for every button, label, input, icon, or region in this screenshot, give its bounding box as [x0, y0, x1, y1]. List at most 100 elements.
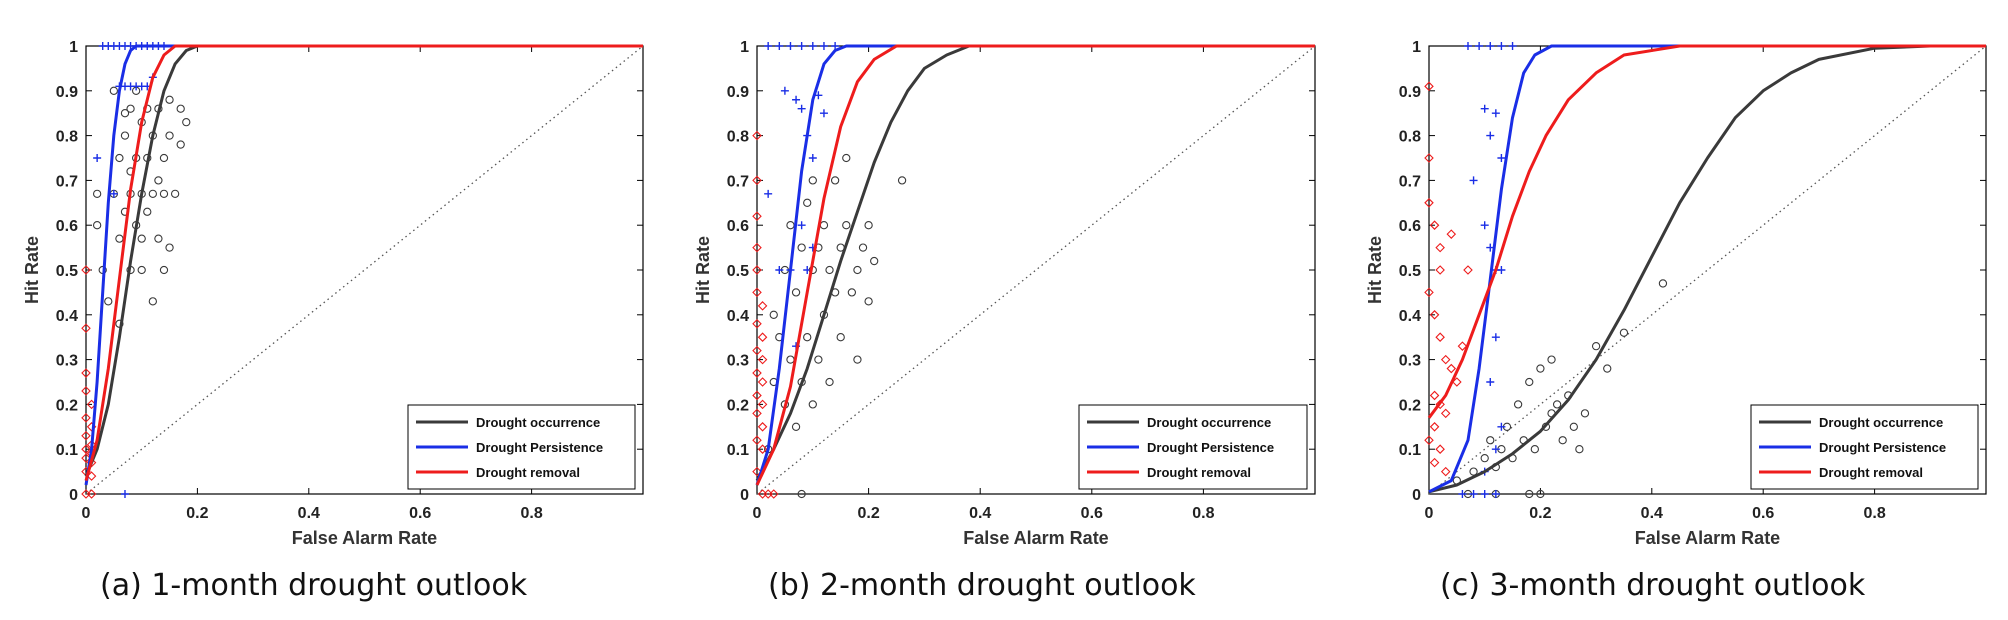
occurrence-point: [825, 265, 834, 275]
occurrence-point: [1530, 445, 1539, 454]
y-tick-label: 0.5: [56, 263, 78, 280]
occurrence-point: [814, 355, 823, 364]
persistence-point: [819, 109, 828, 118]
persistence-point: [780, 86, 789, 95]
legend: Drought occurrence Drought Persistence Dro…: [407, 404, 636, 490]
persistence-point: [93, 154, 102, 162]
occurrence-point: [853, 265, 862, 275]
removal-point: [768, 489, 779, 499]
occurrence-point: [858, 243, 868, 252]
x-axis-label: False Alarm Rate: [1635, 528, 1780, 548]
y-tick-label: 0.1: [727, 442, 749, 459]
occurrence-point: [165, 131, 174, 140]
persistence-point: [764, 189, 773, 198]
persistence-roc-curve: [84, 44, 643, 486]
removal-point: [757, 399, 768, 410]
caption-a: (a) 1-month drought outlook: [100, 568, 528, 603]
persistence-point: [1486, 131, 1495, 140]
occurrence-point: [791, 288, 801, 297]
y-tick-label: 0.2: [727, 397, 749, 414]
occurrence-point: [1619, 328, 1629, 337]
legend-label-persistence: Drought Persistence: [1819, 440, 1946, 455]
occurrence-point: [182, 118, 191, 127]
removal-point: [752, 466, 762, 477]
y-tick-label: 0.4: [1399, 308, 1421, 325]
removal-point: [1435, 265, 1445, 275]
y-tick-label: 0.9: [1399, 84, 1421, 101]
occurrence-point: [1603, 364, 1612, 373]
y-tick-label: 1: [69, 39, 78, 56]
occurrence-point: [165, 95, 174, 104]
x-tick-label: 0: [1425, 505, 1434, 522]
removal-point: [1429, 390, 1440, 401]
persistence-point: [1475, 42, 1484, 50]
removal-roc-curve: [1427, 44, 1986, 419]
y-axis-label: Hit Rate: [22, 236, 42, 304]
persistence-point: [1458, 490, 1467, 498]
persistence-roc-curve: [755, 44, 1315, 486]
persistence-point: [1491, 333, 1500, 342]
occurrence-point: [797, 489, 806, 499]
persistence-point: [786, 42, 795, 50]
y-tick-label: 0.7: [727, 173, 749, 190]
occurrence-point: [120, 109, 130, 118]
occurrence-point: [148, 297, 157, 306]
occurrence-point: [165, 243, 174, 252]
removal-point: [1440, 354, 1451, 365]
occurrence-point: [897, 176, 907, 185]
removal-point: [1435, 444, 1445, 454]
y-tick-label: 0.3: [727, 353, 749, 370]
legend: Drought occurrence Drought Persistence Dro…: [1750, 404, 1979, 490]
persistence-point: [1480, 221, 1489, 230]
y-tick-label: 0: [1412, 487, 1421, 504]
y-tick-label: 0.6: [1399, 218, 1421, 235]
occurrence-point: [1547, 355, 1556, 364]
removal-point: [81, 323, 91, 334]
no-skill-diagonal: [85, 45, 644, 495]
removal-point: [752, 211, 762, 222]
legend-label-persistence: Drought Persistence: [476, 440, 603, 455]
legend-label-occurrence: Drought occurrence: [1147, 415, 1271, 430]
persistence-point: [1491, 445, 1500, 454]
occurrence-point: [825, 377, 834, 387]
occurrence-point: [115, 153, 124, 163]
x-axis-label: False Alarm Rate: [963, 528, 1108, 548]
occurrence-point: [1486, 436, 1495, 445]
removal-point: [1435, 242, 1445, 253]
occurrence-roc-curve: [1428, 44, 1986, 494]
y-tick-label: 0.3: [56, 353, 78, 370]
occurrence-point: [769, 310, 778, 319]
removal-point: [757, 422, 768, 432]
persistence-point: [1497, 266, 1506, 274]
removal-point: [86, 489, 97, 499]
x-tick-label: 0.2: [857, 505, 879, 522]
persistence-point: [1497, 422, 1506, 431]
persistence-point: [808, 154, 817, 162]
occurrence-point: [143, 207, 152, 216]
removal-point: [757, 332, 768, 342]
no-skill-diagonal: [756, 45, 1316, 495]
persistence-point: [1480, 490, 1489, 498]
y-tick-label: 0.2: [56, 397, 78, 414]
y-axis-label: Hit Rate: [693, 236, 713, 304]
removal-point: [81, 386, 91, 396]
occurrence-point: [1658, 279, 1668, 288]
removal-point: [81, 453, 91, 463]
removal-point: [752, 408, 762, 419]
y-tick-label: 0.9: [56, 84, 78, 101]
y-tick-label: 0.4: [56, 308, 78, 325]
occurrence-point: [786, 355, 795, 364]
persistence-point: [775, 266, 784, 274]
occurrence-point: [1569, 422, 1578, 431]
removal-point: [1435, 332, 1445, 342]
occurrence-point: [176, 104, 185, 113]
occurrence-point: [137, 234, 146, 243]
persistence-point: [1469, 490, 1478, 498]
persistence-point: [792, 95, 801, 104]
removal-point: [757, 444, 768, 454]
removal-point: [81, 430, 91, 441]
removal-point: [752, 390, 762, 401]
x-tick-label: 0.8: [1863, 505, 1885, 522]
occurrence-point: [830, 176, 840, 185]
occurrence-roc-curve: [755, 44, 1315, 482]
